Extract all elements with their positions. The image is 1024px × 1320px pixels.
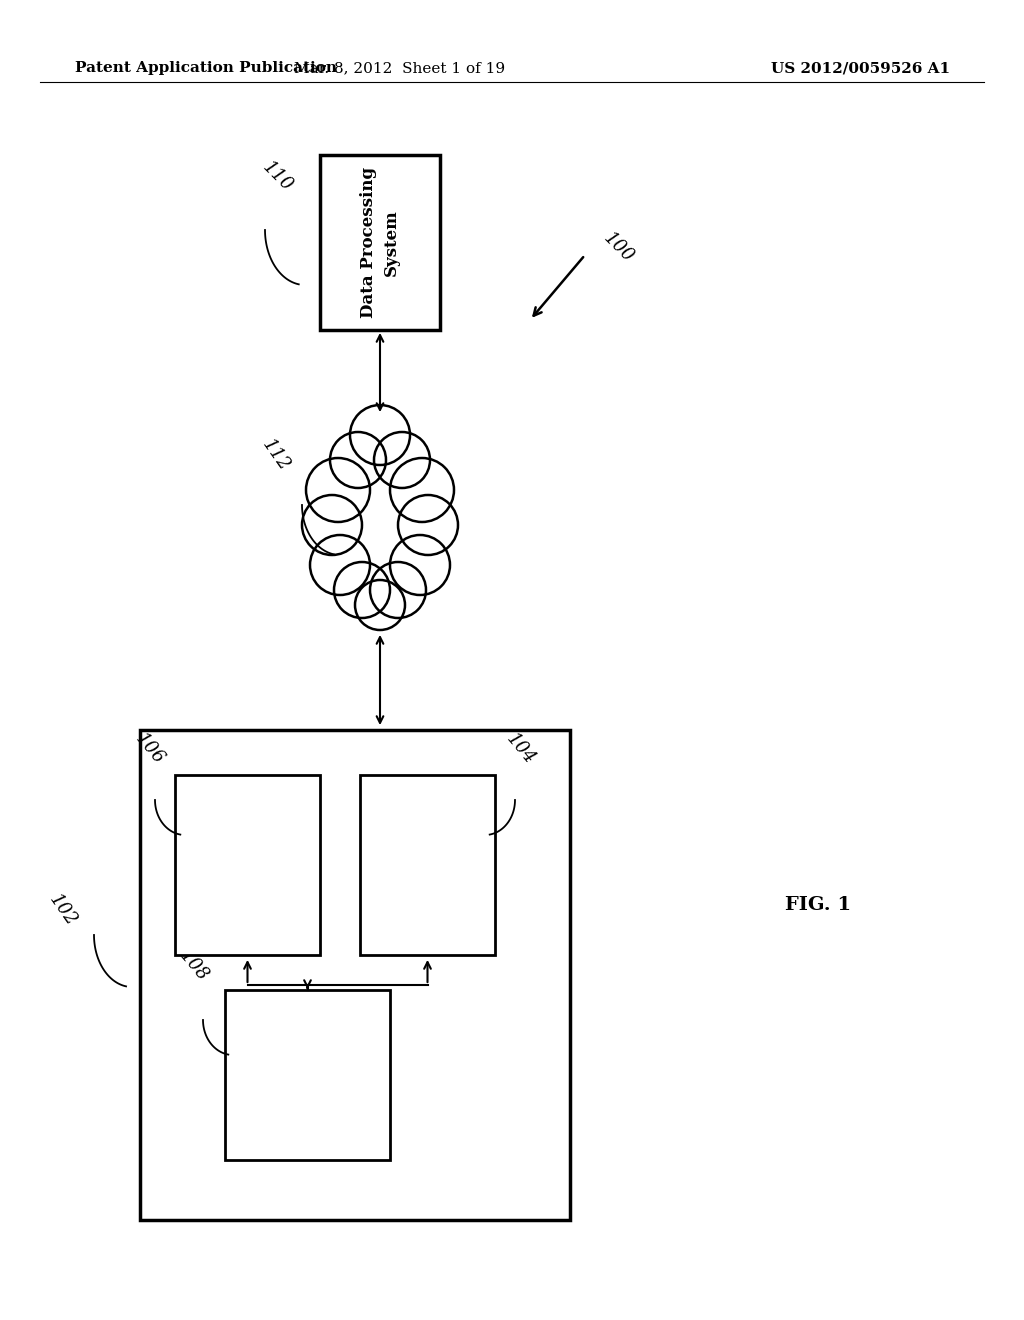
Circle shape <box>374 432 430 488</box>
Circle shape <box>370 562 426 618</box>
Circle shape <box>335 506 425 595</box>
Bar <box>225 990 390 1160</box>
Circle shape <box>310 535 370 595</box>
Text: Data Processing
System: Data Processing System <box>360 166 399 318</box>
Bar <box>360 775 495 954</box>
Circle shape <box>332 482 428 578</box>
Text: Energy Storage
System: Energy Storage System <box>412 799 443 931</box>
Text: Energy
Management
System: Energy Management System <box>282 1019 333 1131</box>
Circle shape <box>334 562 390 618</box>
Bar <box>319 154 440 330</box>
Circle shape <box>350 405 410 465</box>
Circle shape <box>330 432 386 488</box>
Circle shape <box>390 535 450 595</box>
Text: 110: 110 <box>259 158 296 195</box>
Text: 112: 112 <box>258 436 293 474</box>
Text: Energy
Consumption
System: Energy Consumption System <box>222 808 273 921</box>
Text: Patent Application Publication: Patent Application Publication <box>75 61 337 75</box>
Circle shape <box>302 495 362 554</box>
Bar <box>140 730 570 1220</box>
Text: US 2012/0059526 A1: US 2012/0059526 A1 <box>771 61 950 75</box>
Text: FIG. 1: FIG. 1 <box>785 896 851 913</box>
Circle shape <box>306 458 370 521</box>
Circle shape <box>355 579 406 630</box>
Text: 108: 108 <box>176 946 212 985</box>
Text: 102: 102 <box>45 891 80 929</box>
Circle shape <box>335 465 425 554</box>
Circle shape <box>398 495 458 554</box>
Bar <box>175 775 319 954</box>
Text: 100: 100 <box>600 230 637 267</box>
Circle shape <box>390 458 454 521</box>
Text: 104: 104 <box>503 730 539 768</box>
Text: Mar. 8, 2012  Sheet 1 of 19: Mar. 8, 2012 Sheet 1 of 19 <box>295 61 506 75</box>
Text: 106: 106 <box>132 730 168 768</box>
